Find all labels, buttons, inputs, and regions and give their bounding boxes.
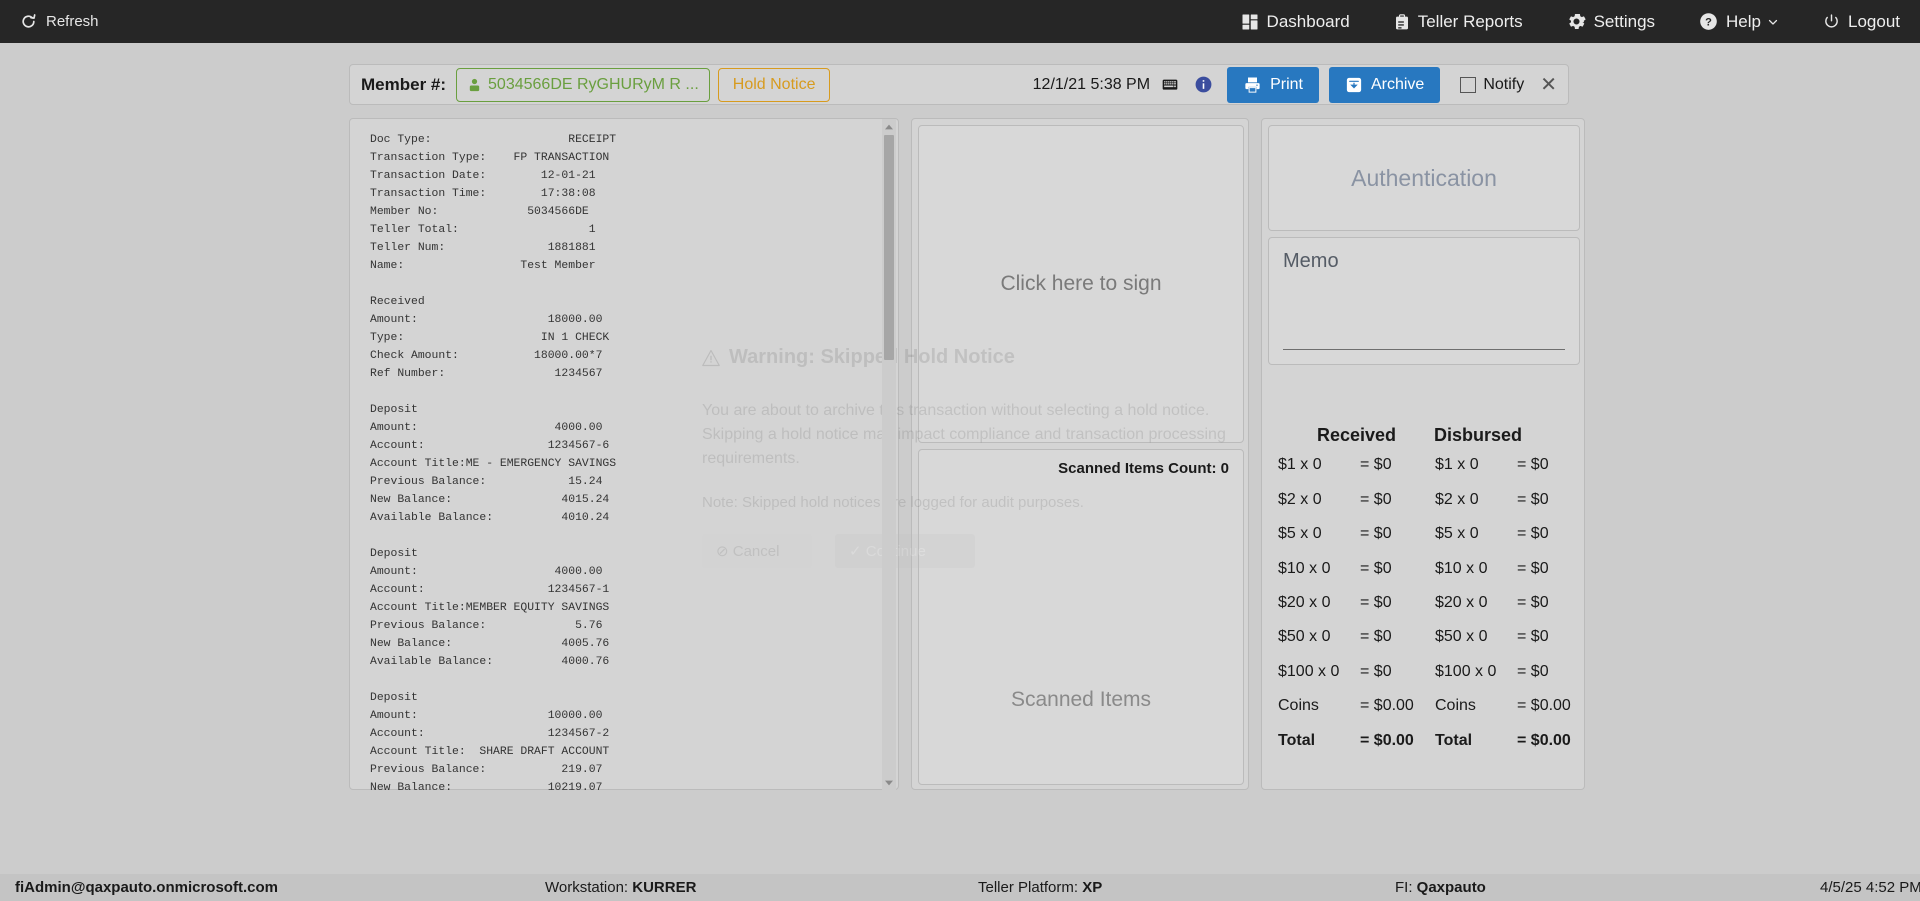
svg-text:?: ?	[1705, 16, 1712, 28]
